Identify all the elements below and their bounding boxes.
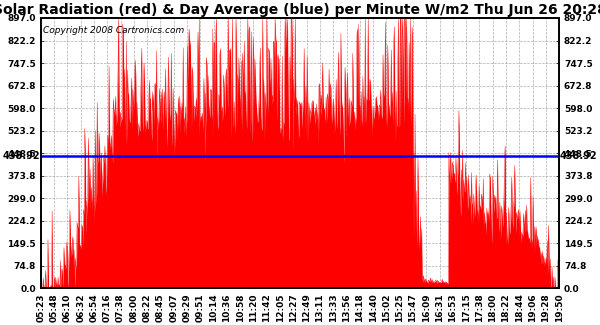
Text: 438.92: 438.92: [3, 151, 40, 161]
Text: Copyright 2008 Cartronics.com: Copyright 2008 Cartronics.com: [43, 26, 185, 35]
Text: 438.92: 438.92: [560, 151, 597, 161]
Title: Solar Radiation (red) & Day Average (blue) per Minute W/m2 Thu Jun 26 20:28: Solar Radiation (red) & Day Average (blu…: [0, 3, 600, 17]
